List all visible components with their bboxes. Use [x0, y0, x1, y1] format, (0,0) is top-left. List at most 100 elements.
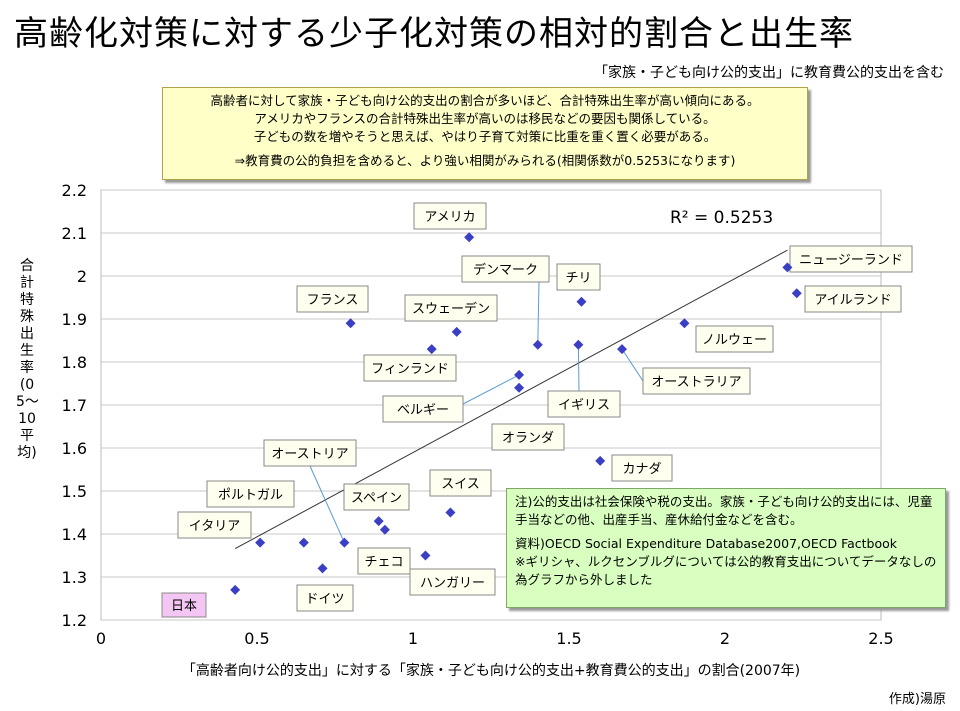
point-label: オーストリア: [271, 447, 348, 462]
data-point-marker: [373, 516, 384, 527]
point-label: オランダ: [502, 431, 554, 446]
y-axis-label: 合計特殊出生率(05〜10平均): [16, 258, 39, 461]
y-tick-label: 1.5: [62, 482, 87, 501]
page-title: 高齢化対策に対する少子化対策の相対的割合と出生率: [14, 14, 854, 54]
point-label: スイス: [441, 477, 480, 492]
point-label-box: [382, 395, 464, 423]
x-tick-label: 2.5: [868, 629, 893, 648]
point-label: アメリカ: [424, 210, 475, 225]
point-label: スウェーデン: [412, 301, 490, 317]
data-point-marker: [317, 563, 328, 574]
data-point-marker: [445, 507, 456, 518]
data-point-marker: [451, 326, 462, 337]
point-label-box: [177, 511, 252, 539]
point-label: フィンランド: [371, 362, 449, 377]
data-point-marker: [426, 344, 437, 355]
summary-note-box: 高齢者に対して家族・子ども向け公的支出の割合が多いほど、合計特殊出生率が高い傾向…: [162, 87, 808, 180]
point-label-box: [343, 483, 410, 511]
point-label: ノルウェー: [702, 333, 767, 348]
point-label: チリ: [565, 271, 591, 286]
leader-line: [621, 348, 644, 382]
point-label-box: [413, 202, 487, 230]
point-label-box: [404, 294, 498, 322]
data-point-marker: [230, 584, 241, 595]
data-point-marker: [379, 524, 390, 535]
summary-note-conclusion: ⇒教育費の公的負担を含めると、より強い相関がみられる(相関係数が0.5253にな…: [234, 153, 736, 168]
point-label: オーストラリア: [651, 375, 741, 390]
point-label: カナダ: [622, 462, 661, 477]
summary-note-line: アメリカやフランスの合計特殊出生率が高いのは移民などの要因も関係している。: [254, 111, 716, 126]
point-label-box: [429, 469, 492, 497]
x-axis-label: 「高齢者向け公的支出」に対する「家族・子ども向け公的支出+教育費公的支出」の割合…: [182, 662, 800, 679]
trendline: [234, 249, 788, 550]
chart-subtitle: 「家族・子ども向け公的支出」に教育費公的支出を含む: [594, 65, 944, 81]
point-label-box: [206, 480, 295, 508]
y-tick-label: 1.3: [62, 568, 87, 587]
y-tick-label: 2.2: [62, 181, 87, 200]
y-tick-label: 2: [77, 267, 87, 286]
data-points: [230, 232, 802, 595]
data-point-marker: [339, 537, 350, 548]
point-label: ベルギー: [397, 403, 449, 418]
data-point-marker: [464, 232, 475, 243]
source-note-line: 資料)OECD Social Expenditure Database2007,…: [515, 536, 898, 551]
data-point-marker: [420, 550, 431, 561]
point-label-box: [161, 592, 207, 618]
y-tick-label: 1.4: [62, 525, 87, 544]
point-label-box: [296, 584, 354, 612]
point-label-box: [357, 547, 411, 575]
x-tick-label: 0.5: [244, 629, 269, 648]
data-point-marker: [514, 382, 525, 393]
point-label-box: [789, 245, 913, 273]
leader-line: [309, 465, 345, 543]
x-tick-label: 1.5: [556, 629, 581, 648]
data-point-marker: [298, 537, 309, 548]
point-label: フランス: [307, 293, 359, 308]
point-label: 日本: [171, 599, 197, 614]
chart-axes: 1.2 1.3 1.4 1.5 1.6 1.7 1.8 1.9 2 2.1 2.2 0 0.5 1 1.5 2…: [62, 181, 894, 679]
x-tick-label: 0: [96, 629, 106, 648]
point-label: ドイツ: [305, 592, 344, 607]
x-tick-label: 1: [408, 629, 418, 648]
data-point-marker: [573, 339, 584, 350]
y-tick-label: 1.2: [62, 611, 87, 630]
point-label-box: [263, 439, 357, 467]
data-point-marker: [255, 537, 266, 548]
point-label-box: [409, 568, 496, 596]
leader-line: [462, 374, 520, 405]
y-tick-label: 1.8: [62, 353, 87, 372]
author-credit: 作成)湯原: [888, 692, 946, 707]
point-label: イギリス: [558, 398, 610, 413]
point-label: アイルランド: [814, 293, 891, 308]
y-tick-label: 1.7: [62, 396, 87, 415]
point-label-box: [804, 285, 902, 313]
point-label: ポルトガル: [218, 488, 283, 503]
point-label: チェコ: [364, 555, 403, 570]
source-note-box: 注)公的支出は社会保険や税の支出。家族・子ども向け公的支出には、児童手当などの他…: [506, 488, 946, 608]
data-point-marker: [617, 344, 628, 355]
data-point-marker: [679, 318, 690, 329]
point-label: ハンガリー: [420, 576, 485, 591]
data-point-marker: [595, 455, 606, 466]
y-tick-label: 1.6: [62, 439, 87, 458]
point-label-box: [547, 390, 621, 418]
y-tick-label: 2.1: [62, 224, 87, 243]
data-point-marker: [576, 296, 587, 307]
point-label-box: [461, 255, 550, 283]
point-label: イタリア: [189, 519, 240, 534]
point-label: ニュージーランド: [799, 253, 903, 268]
point-label: デンマーク: [473, 262, 538, 278]
point-label-box: [491, 423, 565, 451]
y-tick-label: 1.9: [62, 310, 87, 329]
data-point-marker: [782, 262, 793, 273]
point-label-box: [642, 367, 751, 395]
x-tick-label: 2: [720, 629, 730, 648]
point-label: スペイン: [351, 491, 402, 506]
leader-line: [577, 344, 580, 392]
data-point-marker: [514, 369, 525, 380]
point-label-box: [363, 354, 457, 382]
point-label-box: [296, 285, 369, 313]
summary-note-line: 高齢者に対して家族・子ども向け公的支出の割合が多いほど、合計特殊出生率が高い傾向…: [210, 93, 760, 108]
